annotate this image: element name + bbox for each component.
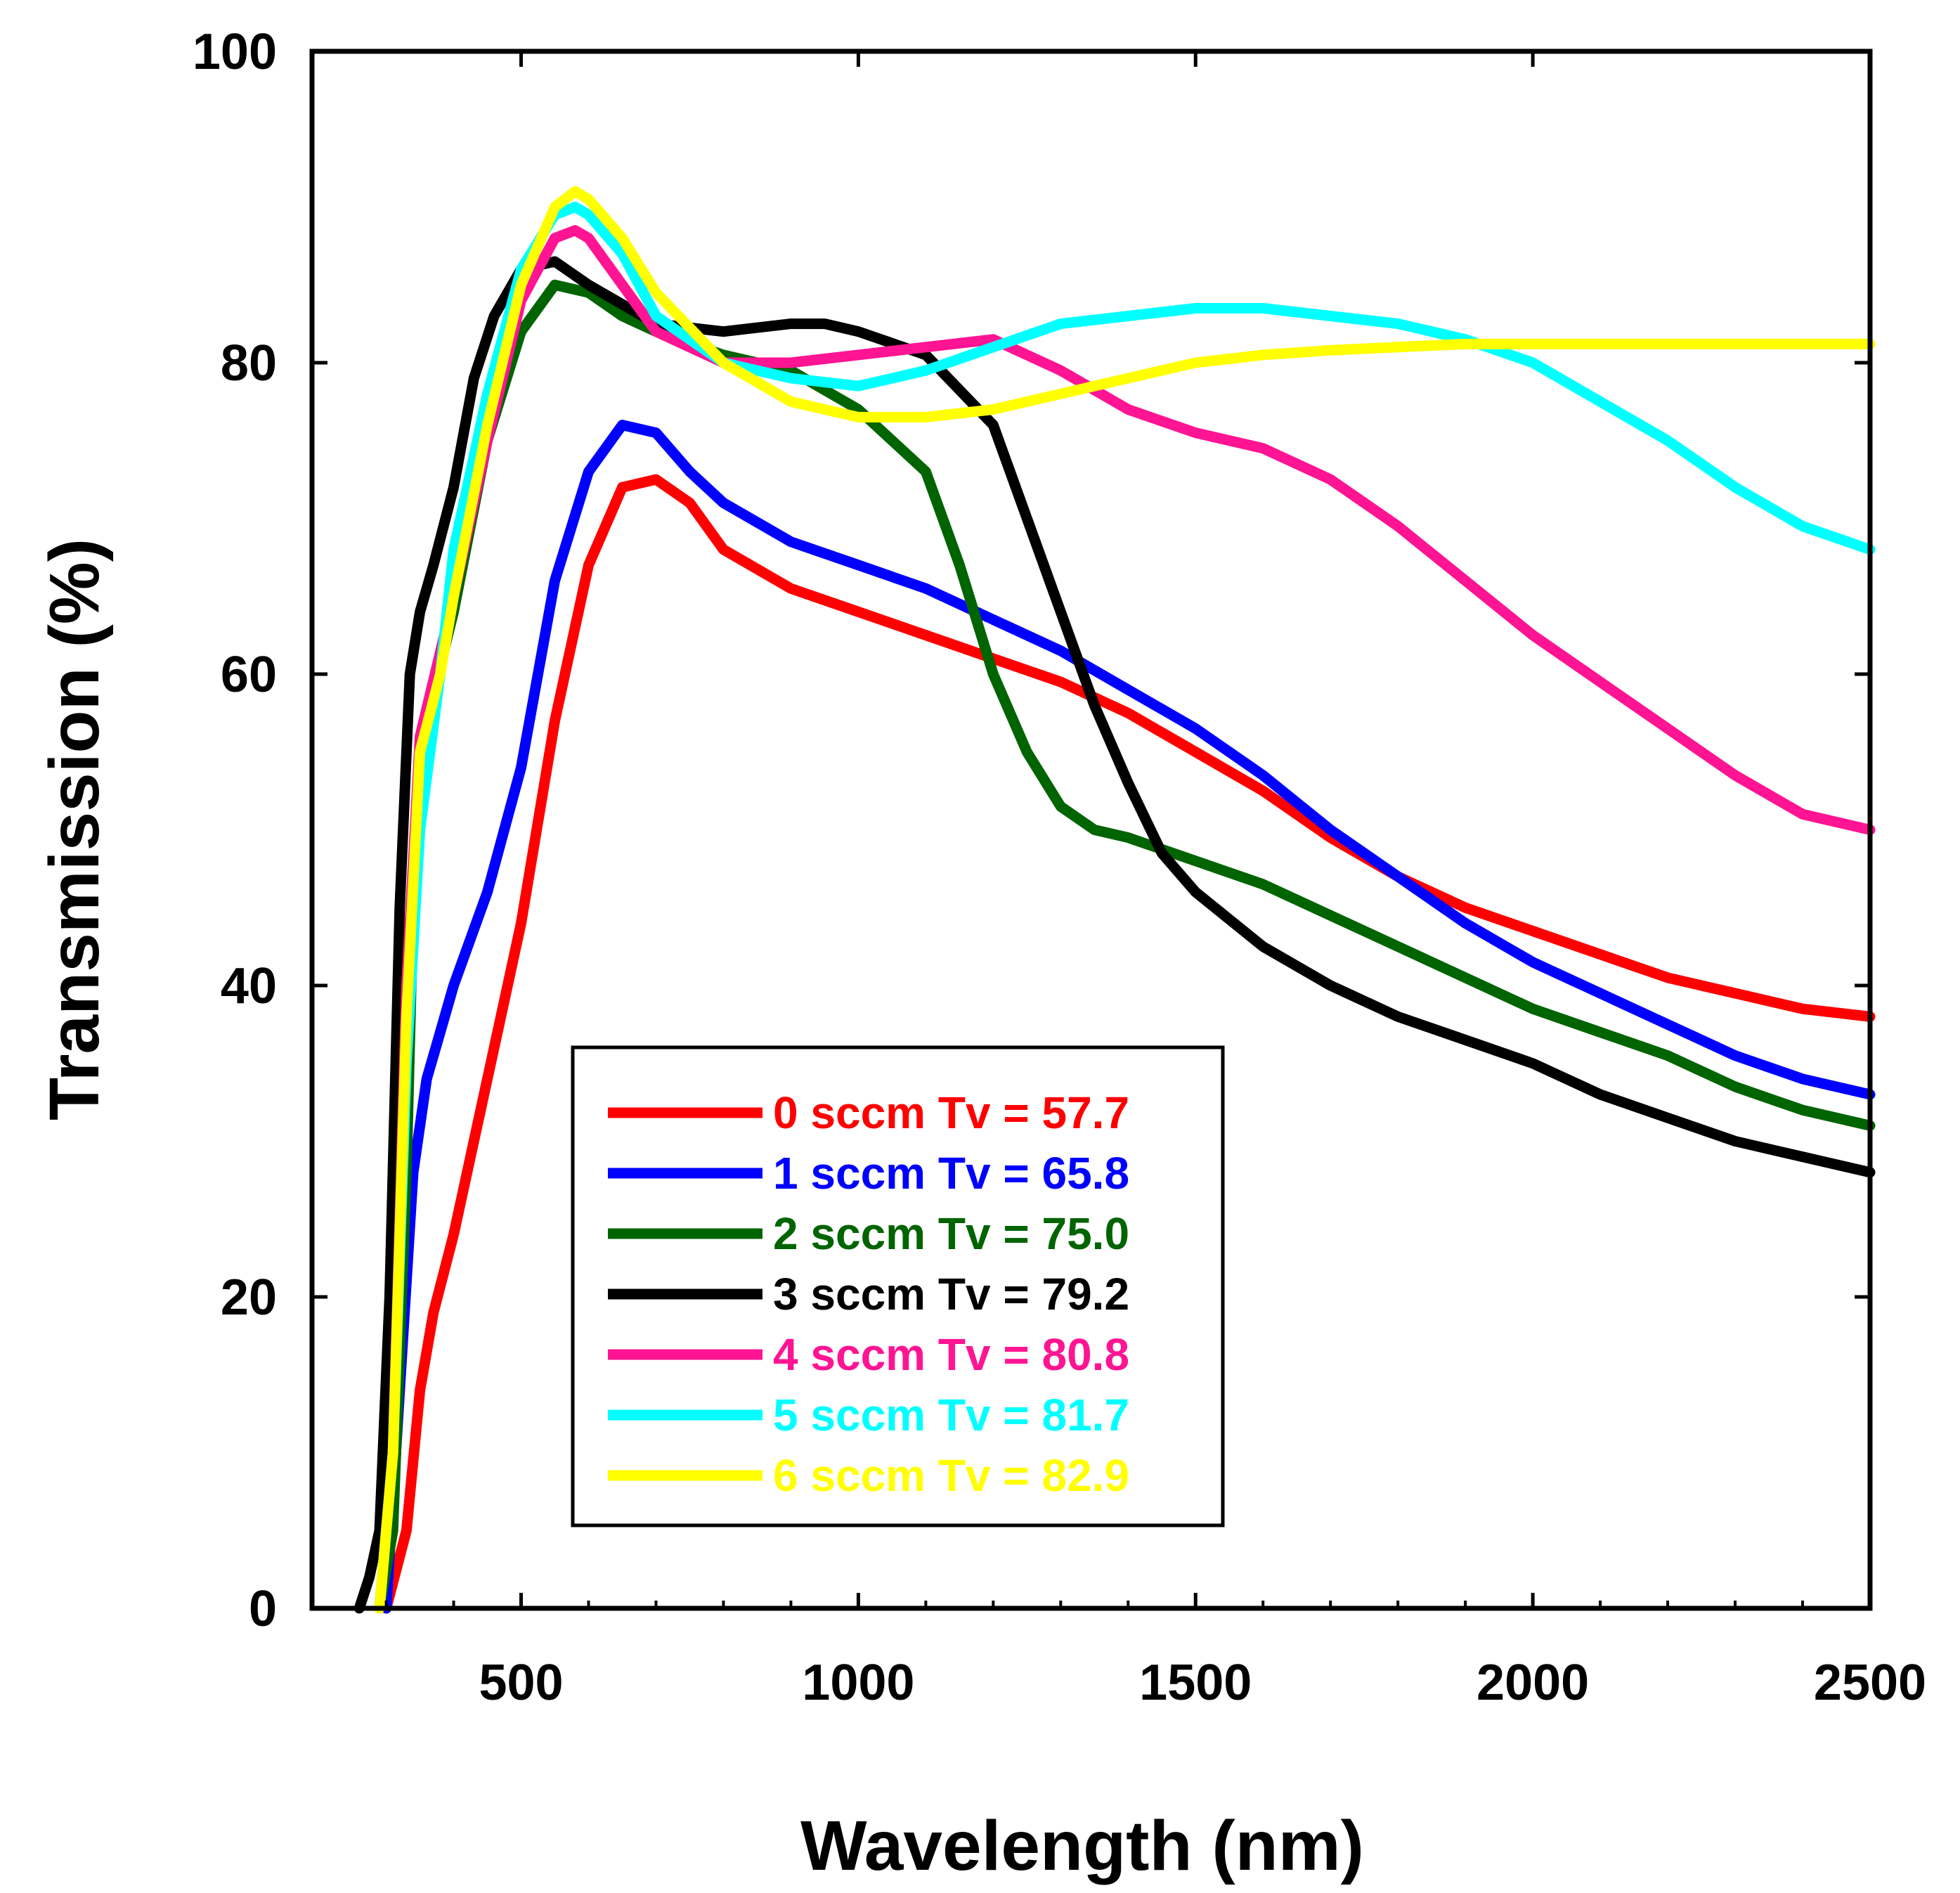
legend-label: 4 sccm Tv = 80.8 — [773, 1329, 1129, 1380]
series-line-5-sccm — [374, 202, 1876, 1614]
legend-label: 3 sccm Tv = 79.2 — [773, 1269, 1129, 1319]
legend-label: 2 sccm Tv = 75.0 — [773, 1208, 1129, 1259]
x-axis-title: Wavelength (nm) — [800, 1807, 1364, 1885]
legend-label: 0 sccm Tv = 57.7 — [773, 1087, 1129, 1138]
y-tick-label: 40 — [221, 958, 277, 1014]
y-tick-label: 60 — [221, 647, 277, 703]
series-line-6-sccm — [374, 186, 1876, 1614]
y-tick-label: 0 — [249, 1581, 277, 1637]
series-line-3-sccm — [353, 256, 1876, 1614]
legend-box — [571, 1045, 1225, 1527]
series-layer — [353, 186, 1876, 1614]
y-tick-label: 100 — [193, 24, 277, 80]
series-line-0-sccm — [381, 474, 1876, 1614]
ticks-layer: 500 1000 1500 2000 2500 0 20 40 60 80 100 — [193, 24, 1926, 1711]
legend-label: 5 sccm Tv = 81.7 — [773, 1390, 1129, 1440]
plot-frame — [309, 49, 1873, 1611]
x-tick-label: 1500 — [1139, 1655, 1252, 1711]
legend: 0 sccm Tv = 57.7 1 sccm Tv = 65.8 2 sccm T… — [571, 1045, 1225, 1527]
x-tick-label: 2000 — [1477, 1655, 1589, 1711]
x-tick-label: 500 — [479, 1655, 563, 1711]
y-tick-label: 80 — [221, 335, 277, 392]
x-tick-label: 1000 — [802, 1655, 914, 1711]
legend-label: 1 sccm Tv = 65.8 — [773, 1148, 1129, 1199]
series-line-1-sccm — [381, 420, 1876, 1614]
y-tick-label: 20 — [221, 1269, 277, 1326]
legend-label: 6 sccm Tv = 82.9 — [773, 1450, 1129, 1501]
y-axis-title: Transmission (%) — [35, 538, 114, 1120]
x-tick-label: 2500 — [1814, 1655, 1926, 1711]
